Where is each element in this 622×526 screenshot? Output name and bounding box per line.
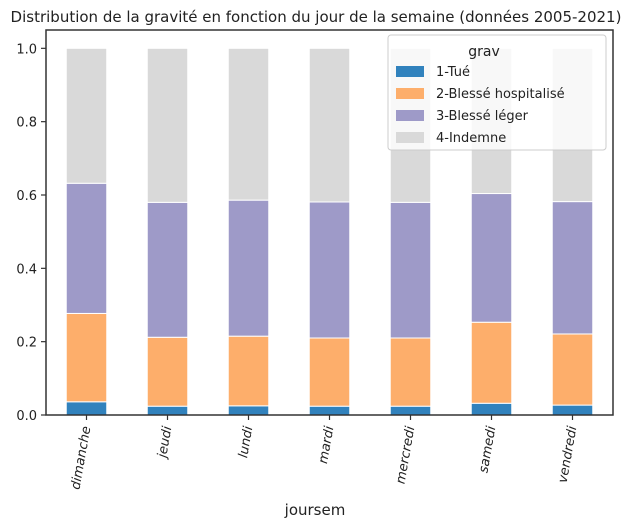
x-axis-ticks: dimanche jeudi lundi mardi mercredi samedi ven… xyxy=(69,415,581,491)
legend-swatch xyxy=(396,88,424,99)
legend: grav 1-Tué 2-Blessé hospitalisé 3-Blessé l… xyxy=(387,34,607,151)
bar-segment-mardi-1 xyxy=(308,337,351,407)
y-tick-label: 0.4 xyxy=(16,262,37,277)
x-axis-label: joursem xyxy=(284,501,346,519)
x-tick-label-vendredi: vendredi xyxy=(556,425,581,485)
bar-segment-lundi-1 xyxy=(227,335,270,407)
bar-segment-lundi-0 xyxy=(227,405,270,416)
x-tick-label-lundi: lundi xyxy=(236,425,256,459)
bar-segment-vendredi-1 xyxy=(551,333,594,406)
bar-segment-samedi-2 xyxy=(470,193,513,323)
y-axis-ticks: 0.0 0.2 0.4 0.6 0.8 1.0 xyxy=(16,42,46,424)
x-tick-label-samedi: samedi xyxy=(476,425,499,475)
bar-segment-dimanche-1 xyxy=(65,312,108,403)
legend-swatch xyxy=(396,66,424,77)
legend-label: 4-Indemne xyxy=(436,131,506,146)
legend-swatch xyxy=(396,132,424,143)
y-tick-label: 0.8 xyxy=(16,116,37,131)
y-tick-label: 0.2 xyxy=(16,336,37,351)
legend-items: 1-Tué 2-Blessé hospitalisé 3-Blessé léger 4… xyxy=(396,65,565,146)
x-tick-label-jeudi: jeudi xyxy=(155,425,176,461)
x-tick-label-dimanche: dimanche xyxy=(69,425,95,491)
bar-segment-lundi-3 xyxy=(227,47,270,201)
legend-title: grav xyxy=(468,44,500,60)
bar-segment-jeudi-3 xyxy=(146,47,189,203)
legend-swatch xyxy=(396,110,424,121)
bar-segment-vendredi-2 xyxy=(551,201,594,335)
bar-segment-vendredi-0 xyxy=(551,404,594,416)
legend-label: 3-Blessé léger xyxy=(436,109,529,124)
bar-segment-jeudi-0 xyxy=(146,405,189,416)
bar-segment-jeudi-1 xyxy=(146,336,189,407)
bar-segment-mardi-3 xyxy=(308,47,351,203)
chart-title: Distribution de la gravité en fonction d… xyxy=(11,8,622,26)
bar-segment-dimanche-2 xyxy=(65,182,108,314)
bar-segment-mercredi-0 xyxy=(389,405,432,416)
bar-segment-samedi-1 xyxy=(470,321,513,404)
x-tick-label-mardi: mardi xyxy=(316,425,337,465)
legend-label: 2-Blessé hospitalisé xyxy=(436,87,565,102)
bar-segment-mercredi-1 xyxy=(389,337,432,407)
bar-segment-jeudi-2 xyxy=(146,201,189,338)
legend-box xyxy=(387,34,607,151)
bar-segment-samedi-0 xyxy=(470,402,513,416)
bar-segment-lundi-2 xyxy=(227,199,270,337)
bar-segment-dimanche-0 xyxy=(65,401,108,416)
bars-group xyxy=(65,47,594,416)
y-tick-label: 0.0 xyxy=(16,409,37,424)
bar-segment-dimanche-3 xyxy=(65,47,108,184)
legend-label: 1-Tué xyxy=(436,65,470,80)
x-tick-label-mercredi: mercredi xyxy=(394,425,419,485)
y-tick-label: 0.6 xyxy=(16,189,37,204)
bar-segment-mercredi-2 xyxy=(389,201,432,339)
bar-segment-mardi-2 xyxy=(308,201,351,339)
bar-segment-mardi-0 xyxy=(308,405,351,416)
plot-frame xyxy=(45,29,614,416)
y-tick-label: 1.0 xyxy=(16,42,37,57)
